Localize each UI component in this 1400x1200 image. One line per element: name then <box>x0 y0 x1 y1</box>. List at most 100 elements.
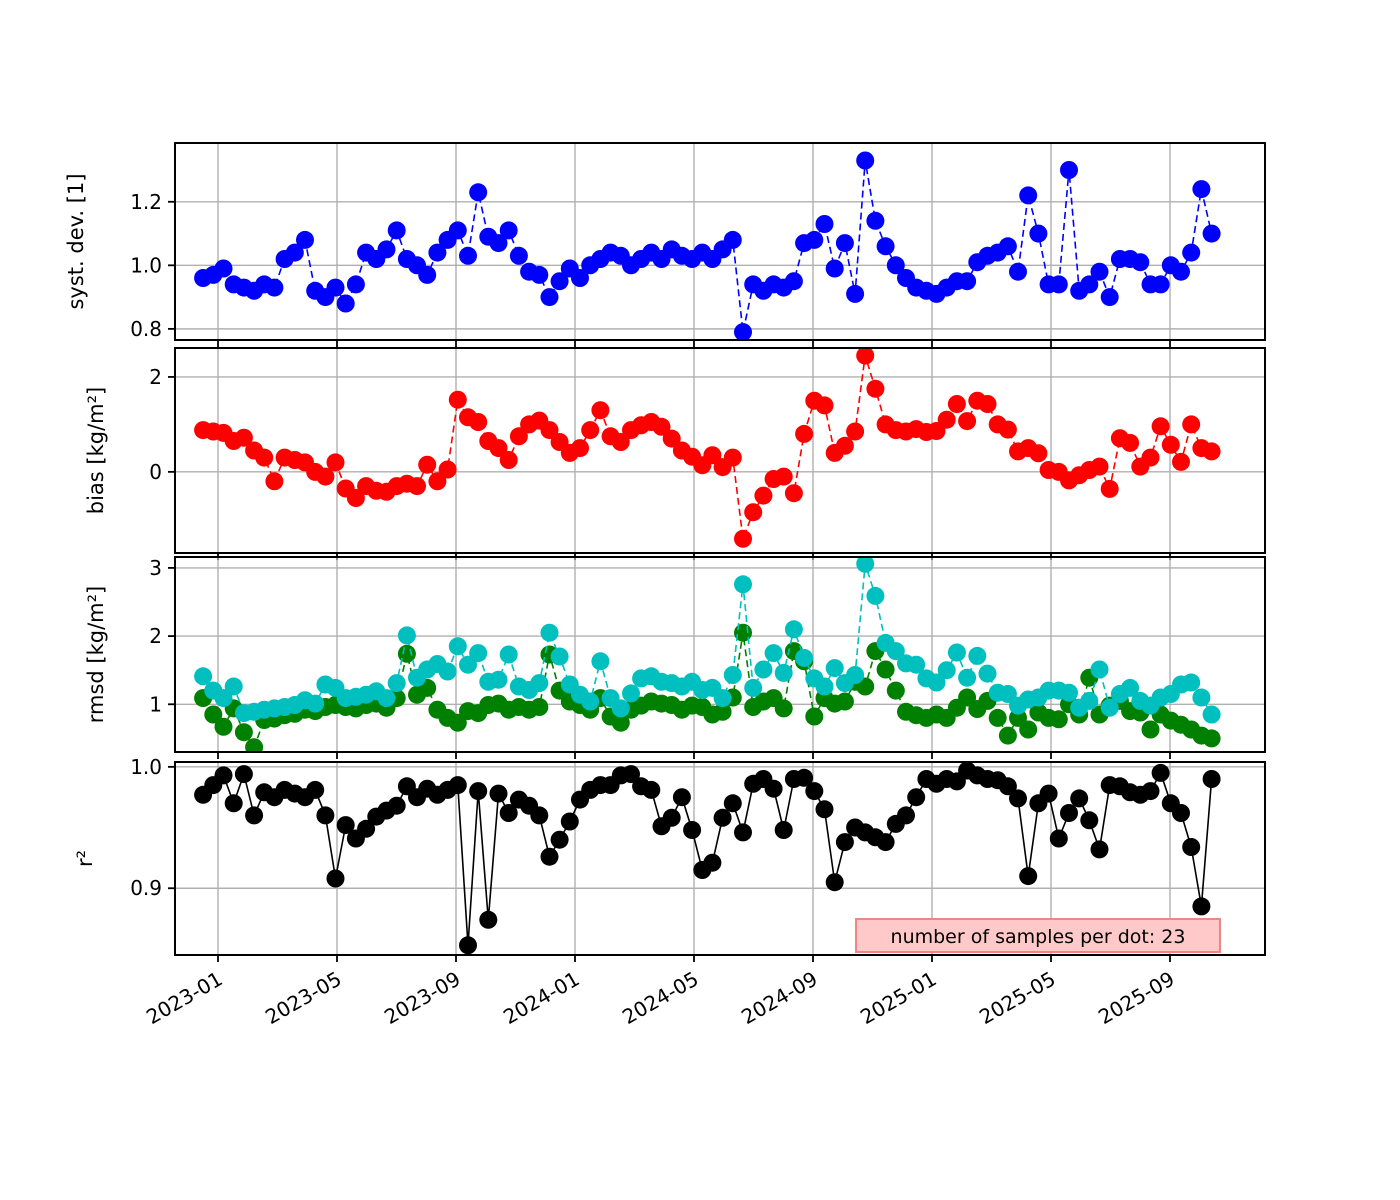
data-point-bias <box>1121 433 1140 452</box>
data-point-syst-dev <box>1090 262 1109 281</box>
data-point-bias <box>499 451 518 469</box>
data-point-bias <box>1182 415 1201 434</box>
data-point-syst-dev <box>336 294 355 313</box>
data-point-syst-dev <box>876 237 895 256</box>
data-point-bias <box>978 395 997 413</box>
data-point-r-squared <box>479 910 498 929</box>
data-point-rmsd-cyan <box>377 689 396 708</box>
data-point-r-squared <box>1060 804 1078 822</box>
data-point-r-squared <box>1172 804 1190 822</box>
data-point-rmsd-cyan <box>795 648 814 667</box>
data-point-rmsd-cyan <box>866 586 885 605</box>
data-point-rmsd-cyan <box>856 557 875 573</box>
data-point-bias <box>754 486 773 505</box>
data-point-syst-dev <box>377 240 396 259</box>
data-point-syst-dev <box>998 237 1017 256</box>
data-point-rmsd-cyan <box>734 575 752 594</box>
data-point-bias <box>866 379 885 398</box>
panel-border <box>174 761 1266 956</box>
data-point-rmsd-green <box>611 713 630 732</box>
data-point-syst-dev <box>1029 224 1048 243</box>
data-point-rmsd-cyan <box>998 685 1017 703</box>
data-point-rmsd-cyan <box>968 646 987 665</box>
data-point-syst-dev <box>958 272 977 291</box>
data-point-r-squared <box>795 768 814 787</box>
data-point-rmsd-cyan <box>1080 691 1099 710</box>
data-point-rmsd-cyan <box>611 699 630 718</box>
data-point-r-squared <box>1090 840 1109 859</box>
data-point-bias <box>662 429 681 448</box>
data-point-syst-dev <box>214 259 233 278</box>
data-point-rmsd-green <box>234 723 253 742</box>
data-point-syst-dev <box>1182 243 1201 262</box>
data-point-r-squared <box>622 765 640 784</box>
data-point-syst-dev <box>509 246 528 265</box>
data-point-r-squared <box>499 804 518 822</box>
data-point-rmsd-cyan <box>784 620 803 639</box>
data-point-syst-dev <box>540 288 559 307</box>
data-point-bias <box>856 348 875 365</box>
panel-r-squared: 0.9 1.0 r² <box>73 755 1266 962</box>
data-point-rmsd-cyan <box>713 689 732 708</box>
data-point-rmsd-green <box>774 699 793 718</box>
data-point-bias <box>428 472 447 491</box>
data-point-bias <box>795 424 814 443</box>
data-point-rmsd-green <box>1049 710 1068 729</box>
data-point-rmsd-cyan <box>214 689 233 708</box>
data-point-rmsd-cyan <box>764 644 783 663</box>
data-point-rmsd-green <box>886 681 905 700</box>
data-point-bias <box>346 489 365 507</box>
data-point-syst-dev <box>550 272 569 291</box>
data-point-r-squared <box>1141 782 1160 801</box>
data-point-bias <box>316 467 335 486</box>
data-point-syst-dev <box>805 230 824 249</box>
data-point-bias <box>1172 452 1190 471</box>
data-point-syst-dev <box>1172 262 1190 281</box>
data-point-bias <box>581 421 600 440</box>
data-point-bias <box>1202 442 1221 461</box>
data-point-syst-dev <box>387 221 406 240</box>
data-point-r-squared <box>469 782 488 801</box>
data-point-syst-dev <box>866 211 885 230</box>
data-point-rmsd-cyan <box>438 662 457 681</box>
data-point-rmsd-cyan <box>581 692 600 711</box>
data-point-syst-dev <box>1202 224 1221 243</box>
data-point-r-squared <box>662 808 681 827</box>
data-point-rmsd-cyan <box>958 668 977 687</box>
data-point-rmsd-cyan <box>459 655 477 674</box>
data-point-rmsd-cyan <box>1090 660 1109 679</box>
data-point-rmsd-cyan <box>937 661 956 680</box>
data-point-rmsd-cyan <box>1100 698 1119 717</box>
data-point-rmsd-cyan <box>947 643 966 662</box>
data-point-bias <box>774 467 793 486</box>
data-point-bias <box>540 421 559 440</box>
data-point-rmsd-cyan <box>489 670 508 689</box>
data-point-bias <box>734 529 752 548</box>
data-point-rmsd-cyan <box>1182 673 1201 692</box>
data-point-rmsd-cyan <box>1060 683 1078 702</box>
data-point-rmsd-green <box>204 705 223 724</box>
data-point-bias <box>611 433 630 451</box>
data-point-r-squared <box>683 821 702 839</box>
data-point-syst-dev <box>825 259 844 278</box>
data-point-r-squared <box>1151 763 1170 782</box>
y-tick-label: 2 <box>149 624 162 648</box>
data-point-rmsd-cyan <box>978 664 997 683</box>
data-point-bias <box>703 446 722 465</box>
y-axis-label: rmsd [kg/m²] <box>84 586 108 724</box>
data-point-r-squared <box>764 779 783 798</box>
data-point-bias <box>448 390 467 409</box>
data-point-r-squared <box>245 806 264 825</box>
data-point-r-squared <box>326 869 345 888</box>
data-point-rmsd-cyan <box>540 623 559 642</box>
data-point-rmsd-cyan <box>499 645 518 664</box>
data-point-syst-dev <box>418 265 437 284</box>
data-point-bias <box>958 412 977 431</box>
data-point-rmsd-green <box>530 698 549 716</box>
data-point-r-squared <box>234 765 253 784</box>
data-point-rmsd-cyan <box>754 660 773 679</box>
data-point-syst-dev <box>571 269 589 287</box>
data-point-r-squared <box>1039 784 1058 803</box>
data-point-r-squared <box>876 833 895 852</box>
